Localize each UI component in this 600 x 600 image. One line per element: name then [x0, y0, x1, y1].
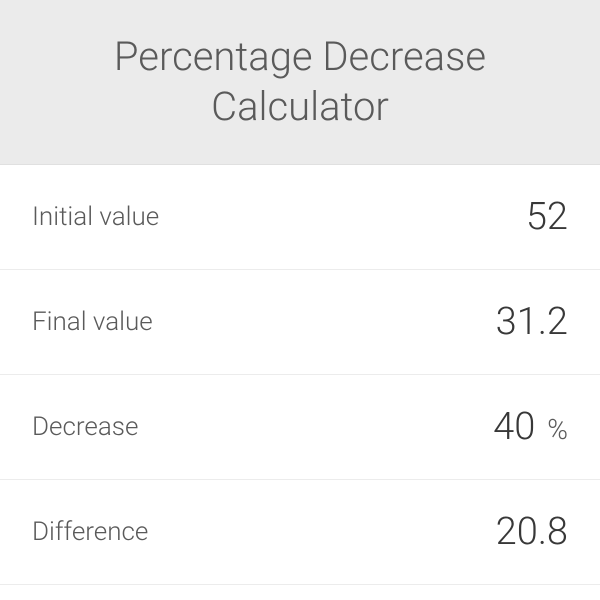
final-value-wrapper: 31.2 — [496, 300, 568, 344]
row-decrease[interactable]: Decrease 40 % — [0, 375, 600, 480]
row-initial-value[interactable]: Initial value 52 — [0, 165, 600, 270]
difference-value[interactable]: 20.8 — [496, 510, 568, 554]
final-value-label: Final value — [32, 307, 153, 337]
decrease-value[interactable]: 40 — [493, 405, 535, 449]
decrease-unit: % — [547, 413, 568, 446]
row-final-value[interactable]: Final value 31.2 — [0, 270, 600, 375]
row-difference[interactable]: Difference 20.8 — [0, 480, 600, 585]
page-title: Percentage Decrease Calculator — [24, 32, 576, 132]
initial-value[interactable]: 52 — [526, 195, 568, 239]
decrease-value-wrapper: 40 % — [493, 405, 568, 449]
initial-value-label: Initial value — [32, 202, 159, 232]
initial-value-wrapper: 52 — [526, 195, 568, 239]
final-value[interactable]: 31.2 — [496, 300, 568, 344]
decrease-label: Decrease — [32, 412, 138, 442]
difference-value-wrapper: 20.8 — [496, 510, 568, 554]
difference-label: Difference — [32, 517, 148, 547]
calculator-header: Percentage Decrease Calculator — [0, 0, 600, 165]
calculator-widget: Percentage Decrease Calculator Initial v… — [0, 0, 600, 585]
